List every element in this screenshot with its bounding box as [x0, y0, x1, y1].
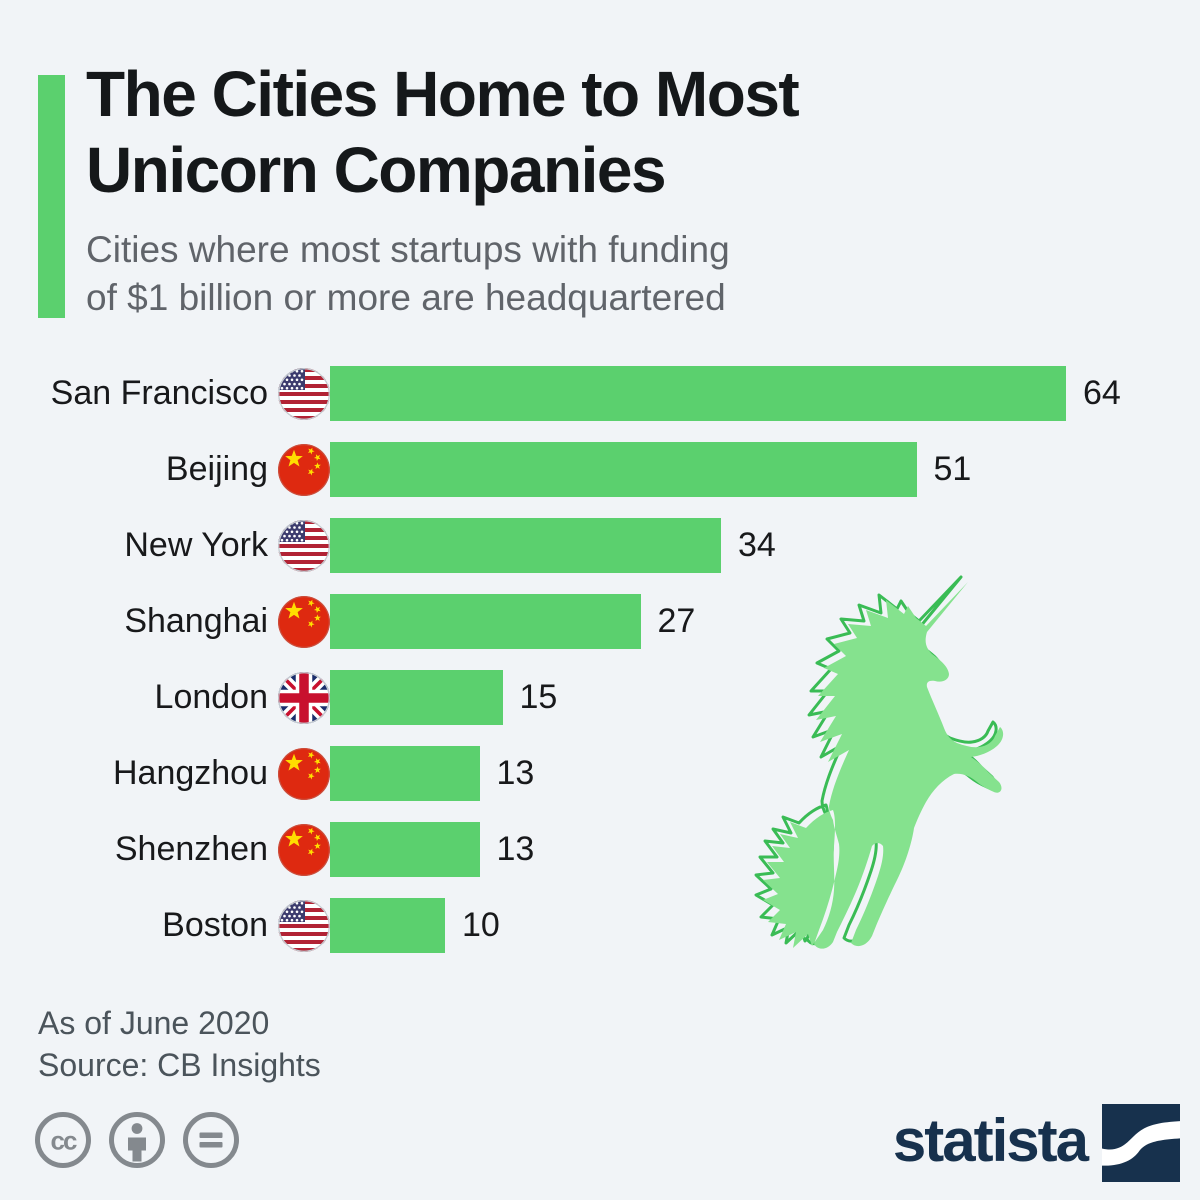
- statista-wordmark: statista: [892, 1106, 1089, 1174]
- city-bar: [330, 670, 503, 725]
- page-title: The Cities Home to Most Unicorn Companie…: [86, 58, 800, 206]
- chart-row: Hangzhou 13: [0, 746, 1200, 801]
- chart-row: Shenzhen 13: [0, 822, 1200, 877]
- us-flag-icon: [278, 900, 330, 952]
- bar-value: 27: [657, 602, 696, 640]
- chart-row: Beijing 51: [0, 442, 1200, 497]
- city-label: New York: [124, 526, 268, 564]
- china-flag-icon: [278, 748, 330, 800]
- city-bar: [330, 442, 917, 497]
- source-note: Source: CB Insights: [38, 1047, 321, 1083]
- city-bar: [330, 822, 480, 877]
- chart-row: New York 34: [0, 518, 1200, 573]
- page-subtitle: Cities where most startups with funding …: [86, 229, 730, 318]
- city-bar: [330, 518, 721, 573]
- bar-value: 13: [496, 754, 535, 792]
- city-label: Hangzhou: [112, 754, 268, 792]
- china-flag-icon: [278, 596, 330, 648]
- city-label: Shenzhen: [114, 830, 268, 868]
- cc-icon: cc: [35, 1112, 91, 1168]
- svg-text:cc: cc: [51, 1126, 77, 1156]
- china-flag-icon: [278, 824, 330, 876]
- bar-value: 51: [933, 450, 972, 488]
- city-bar: [330, 746, 480, 801]
- statista-branding: statista: [893, 1104, 1180, 1182]
- city-bar: [330, 594, 641, 649]
- cc-nd-equals-icon: [183, 1112, 239, 1168]
- chart-row: San Francisco 64: [0, 366, 1200, 421]
- city-label: Beijing: [165, 450, 268, 488]
- chart-row: Shanghai 27: [0, 594, 1200, 649]
- bar-value: 34: [738, 526, 776, 564]
- bar-value: 64: [1083, 374, 1121, 412]
- as-of-note: As of June 2020: [38, 1005, 270, 1041]
- bar-value: 13: [496, 830, 535, 868]
- bar-value: 15: [519, 678, 558, 716]
- title-accent-bar: [38, 75, 65, 318]
- bar-value: 10: [462, 906, 500, 944]
- bar-chart: San Francisco 64 Beijing 51 New York 34 …: [0, 366, 1200, 974]
- city-label: San Francisco: [50, 374, 268, 412]
- cc-by-person-icon: [109, 1112, 165, 1168]
- china-flag-icon: [278, 444, 330, 496]
- city-bar: [330, 366, 1066, 421]
- uk-flag-icon: [278, 672, 330, 724]
- city-bar: [330, 898, 445, 953]
- city-label: Shanghai: [124, 602, 268, 640]
- city-label: London: [154, 678, 268, 716]
- unicorn-illustration: [754, 575, 1004, 949]
- statista-logo-icon: [1102, 1104, 1180, 1182]
- footer-notes: As of June 2020 Source: CB Insights: [38, 1002, 321, 1086]
- city-label: Boston: [162, 906, 268, 944]
- us-flag-icon: [278, 520, 330, 572]
- license-icons: cc: [33, 1110, 241, 1170]
- us-flag-icon: [278, 368, 330, 420]
- chart-row: Boston 10: [0, 898, 1200, 953]
- chart-row: London 15: [0, 670, 1200, 725]
